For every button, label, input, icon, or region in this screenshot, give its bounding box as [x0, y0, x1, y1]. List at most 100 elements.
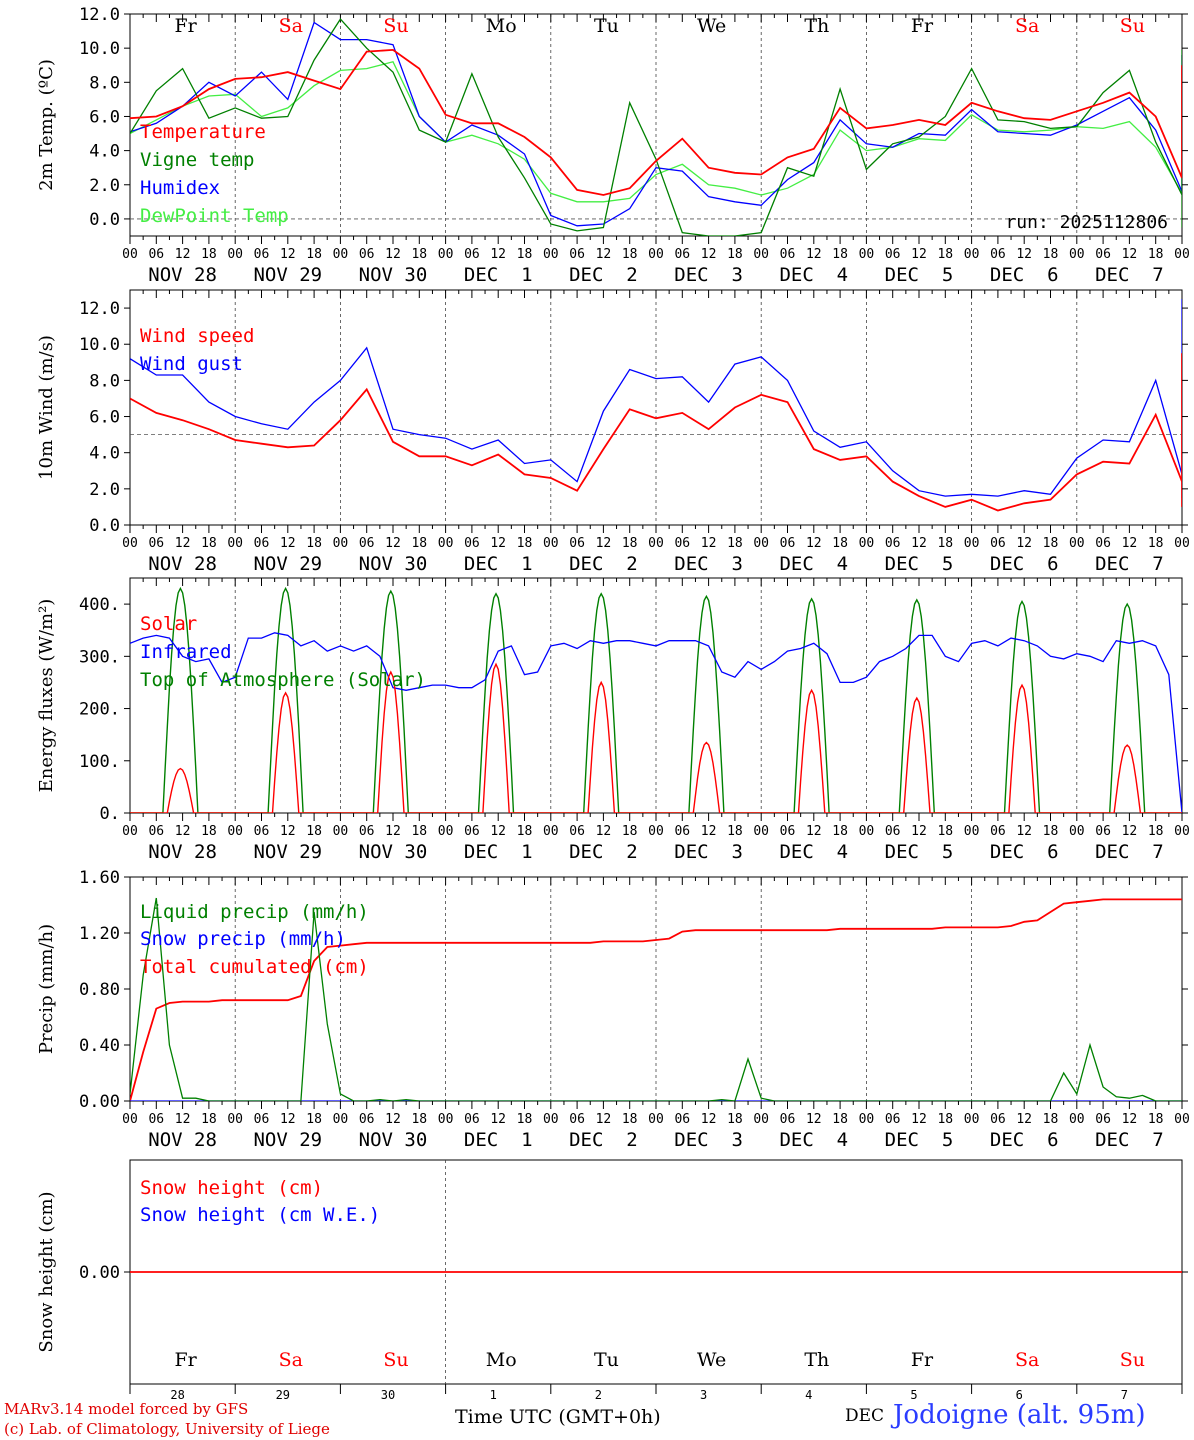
weekday-label: Sa	[279, 15, 303, 37]
hour-tick-label: 00	[753, 247, 769, 262]
day-number-label: 3	[700, 1388, 707, 1402]
hour-tick-label: 06	[885, 824, 901, 839]
y-tick-label: 4.0	[89, 142, 120, 162]
weekday-label: Su	[1120, 15, 1145, 37]
hour-tick-label: 00	[964, 824, 980, 839]
hour-tick-label: 00	[333, 1112, 349, 1127]
series-line-green	[130, 586, 1182, 813]
hour-tick-label: 18	[1148, 247, 1164, 262]
hour-tick-label: 12	[596, 1112, 612, 1127]
weekday-label: Su	[1120, 1349, 1145, 1371]
hour-tick-label: 12	[1122, 824, 1138, 839]
weekday-label: Fr	[911, 1349, 934, 1371]
hour-tick-label: 06	[990, 824, 1006, 839]
y-tick-label: 0.80	[79, 980, 120, 1000]
hour-tick-label: 18	[727, 1112, 743, 1127]
hour-tick-label: 00	[964, 1112, 980, 1127]
y-tick-label: 4.0	[89, 444, 120, 464]
y-tick-label: 0.0	[89, 210, 120, 230]
hour-tick-label: 00	[648, 1112, 664, 1127]
date-label: DEC 1	[464, 841, 533, 863]
hour-tick-label: 12	[385, 1112, 401, 1127]
legend-entry: Snow precip (mm/h)	[140, 928, 346, 950]
y-tick-label: 6.0	[89, 408, 120, 428]
date-label: DEC 3	[674, 1129, 743, 1151]
y-tick-label: 2.0	[89, 480, 120, 500]
run-label: run: 2025112806	[1005, 212, 1168, 233]
weekday-label: Tu	[594, 15, 619, 37]
hour-tick-label: 00	[438, 536, 454, 551]
hour-tick-label: 18	[411, 536, 427, 551]
day-number-label: 28	[170, 1388, 184, 1402]
hour-tick-label: 00	[648, 536, 664, 551]
day-number-label: 29	[276, 1388, 290, 1402]
day-number-label: 1	[490, 1388, 497, 1402]
hour-tick-label: 00	[438, 824, 454, 839]
hour-tick-label: 00	[964, 247, 980, 262]
legend-entry: Humidex	[140, 177, 220, 199]
hour-tick-label: 18	[1148, 536, 1164, 551]
hour-tick-label: 12	[1122, 536, 1138, 551]
hour-tick-label: 00	[122, 536, 138, 551]
date-label: DEC 3	[674, 553, 743, 575]
hour-tick-label: 18	[622, 247, 638, 262]
hour-tick-label: 18	[727, 824, 743, 839]
hour-tick-label: 00	[333, 824, 349, 839]
y-tick-label: 0.00	[79, 1263, 120, 1283]
hour-tick-label: 06	[1095, 536, 1111, 551]
date-label: DEC 4	[779, 841, 848, 863]
hour-tick-label: 06	[1095, 1112, 1111, 1127]
series-line-green	[130, 897, 1182, 1101]
hour-tick-label: 12	[385, 536, 401, 551]
hour-tick-label: 00	[1069, 536, 1085, 551]
hour-tick-label: 12	[175, 536, 191, 551]
legend-entry: Liquid precip (mm/h)	[140, 901, 369, 923]
hour-tick-label: 06	[359, 247, 375, 262]
series-line-red	[130, 48, 1182, 196]
date-label: NOV 30	[359, 841, 428, 863]
y-tick-label: 0.	[100, 804, 120, 824]
hour-tick-label: 06	[780, 824, 796, 839]
hour-tick-label: 00	[1069, 1112, 1085, 1127]
hour-tick-label: 06	[1095, 247, 1111, 262]
panel-1: 12.0 10.0 8.0 6.0 4.0 2.0 0.0 2m Temp. (ºC) 00 06…	[36, 5, 1190, 286]
hour-tick-label: 12	[175, 1112, 191, 1127]
hour-tick-label: 00	[122, 824, 138, 839]
hour-tick-label: 18	[1043, 247, 1059, 262]
hour-tick-label: 12	[1122, 1112, 1138, 1127]
hour-tick-label: 00	[227, 1112, 243, 1127]
hour-tick-label: 18	[1148, 1112, 1164, 1127]
day-number-label: 5	[910, 1388, 917, 1402]
series-line-red	[130, 353, 1182, 512]
date-label: DEC 5	[885, 264, 954, 286]
hour-tick-label: 06	[780, 1112, 796, 1127]
hour-tick-label: 12	[596, 247, 612, 262]
hour-tick-label: 18	[1043, 824, 1059, 839]
hour-tick-label: 06	[569, 247, 585, 262]
hour-tick-label: 06	[674, 824, 690, 839]
hour-tick-label: 12	[596, 536, 612, 551]
y-tick-label: 0.00	[79, 1092, 120, 1112]
hour-tick-label: 18	[832, 1112, 848, 1127]
date-label: NOV 28	[148, 1129, 217, 1151]
y-tick-label: 12.0	[79, 5, 120, 25]
hour-tick-label: 06	[148, 1112, 164, 1127]
hour-tick-label: 00	[333, 247, 349, 262]
hour-tick-label: 00	[648, 824, 664, 839]
hour-tick-label: 18	[201, 536, 217, 551]
day-number-label: 2	[595, 1388, 602, 1402]
y-tick-label: 1.20	[79, 924, 120, 944]
y-tick-label: 10.0	[79, 39, 120, 59]
hour-tick-label: 18	[622, 536, 638, 551]
hour-tick-label: 06	[990, 536, 1006, 551]
hour-tick-label: 12	[490, 1112, 506, 1127]
model-credit-line2: (c) Lab. of Climatology, University of L…	[4, 1420, 330, 1438]
date-label: DEC 6	[990, 553, 1059, 575]
date-label: NOV 29	[253, 553, 322, 575]
hour-tick-label: 12	[280, 824, 296, 839]
date-label: NOV 29	[253, 841, 322, 863]
hour-tick-label: 12	[806, 247, 822, 262]
hour-tick-label: 18	[937, 824, 953, 839]
hour-tick-label: 12	[1122, 247, 1138, 262]
y-tick-label: 10.0	[79, 335, 120, 355]
